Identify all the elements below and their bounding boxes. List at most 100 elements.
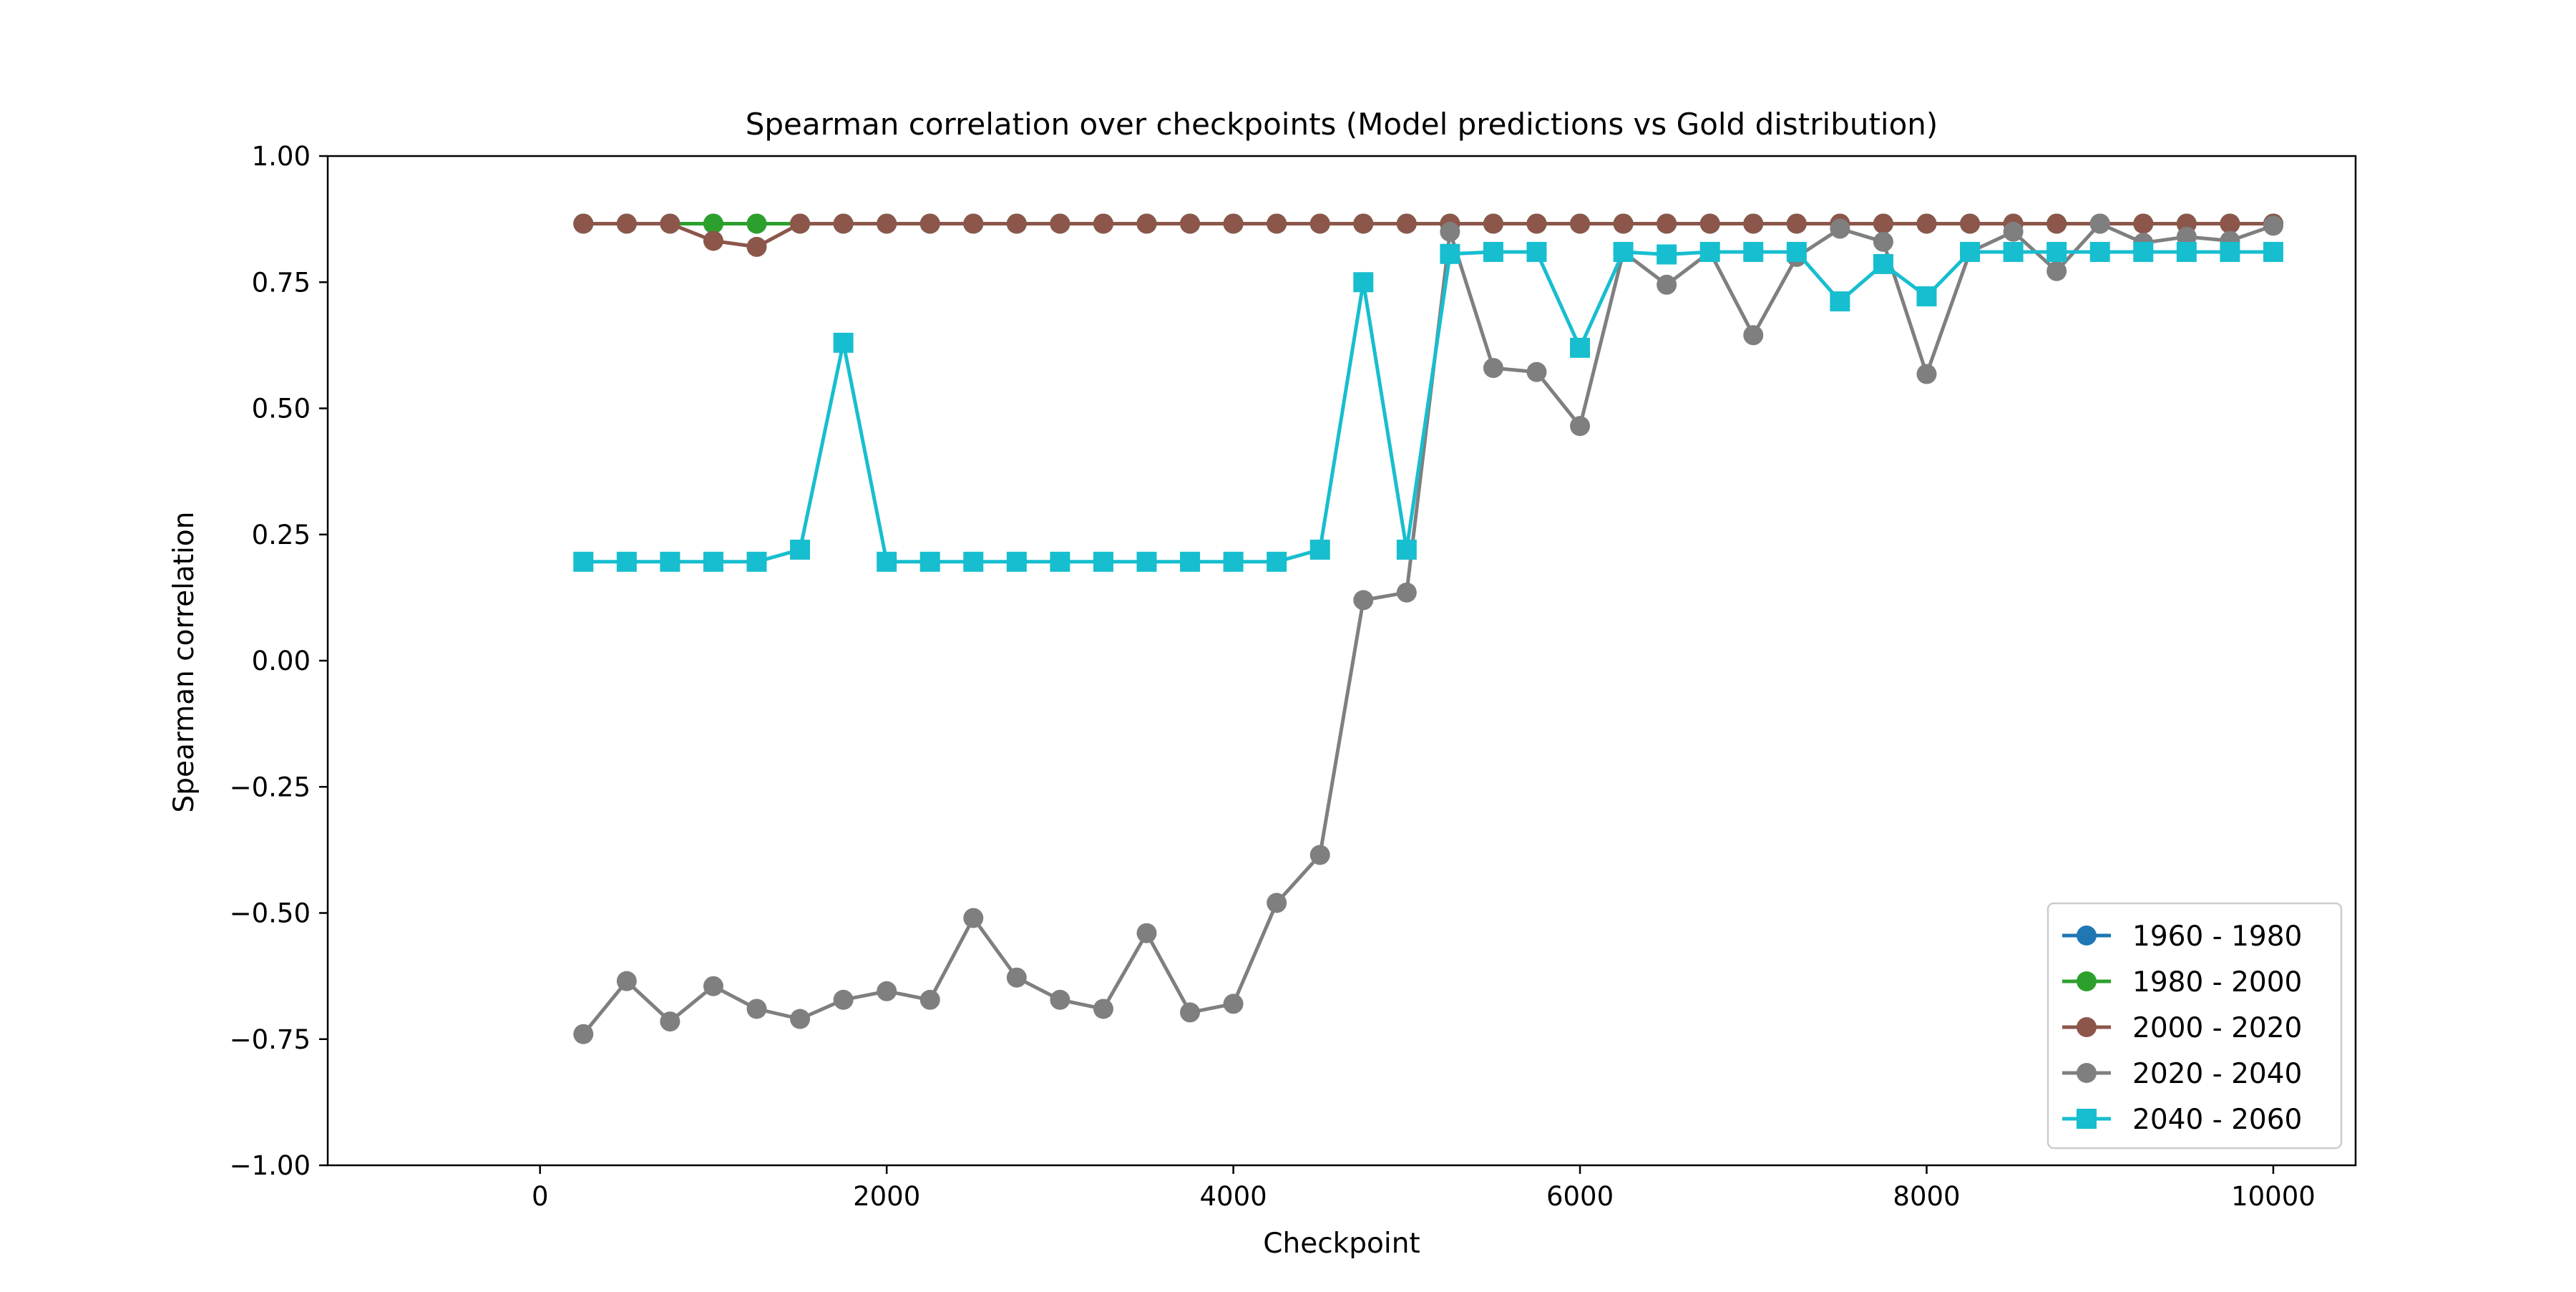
data-point — [1743, 325, 1764, 346]
data-point — [1353, 590, 1374, 611]
data-point — [1483, 358, 1503, 379]
data-point — [1657, 274, 1677, 295]
data-point — [2046, 213, 2067, 234]
series-line-3 — [583, 222, 2273, 249]
data-point — [963, 551, 984, 572]
y-tick-label: −0.75 — [230, 1024, 311, 1055]
data-point — [2133, 241, 2154, 262]
data-point — [746, 551, 767, 572]
data-point — [790, 1009, 811, 1029]
data-point — [616, 551, 637, 572]
data-point — [1526, 213, 1547, 234]
data-point — [1396, 539, 1417, 560]
data-point — [1136, 923, 1157, 943]
legend-frame — [2046, 902, 2343, 1150]
data-point — [1223, 994, 1244, 1014]
x-axis-label: Checkpoint — [1263, 1228, 1420, 1260]
data-point — [919, 989, 940, 1010]
y-axis-label: Spearman correlation — [168, 511, 200, 812]
data-point — [1180, 1002, 1201, 1023]
data-point — [1613, 241, 1634, 262]
x-tick-label: 8000 — [1893, 1181, 1960, 1212]
x-tick-label: 4000 — [1200, 1181, 1267, 1212]
legend-label: 1980 - 2000 — [2132, 966, 2302, 999]
data-point — [1223, 551, 1244, 572]
data-point — [1353, 272, 1374, 293]
data-point — [1267, 213, 1287, 234]
data-point — [703, 213, 723, 234]
data-point — [1657, 213, 1677, 234]
data-point — [2220, 241, 2240, 262]
data-point — [1050, 551, 1070, 572]
data-point — [573, 213, 594, 234]
x-tick-label: 6000 — [1546, 1181, 1614, 1212]
data-point — [573, 551, 594, 572]
data-point — [1570, 416, 1591, 437]
data-point — [1093, 551, 1113, 572]
data-point — [2046, 261, 2067, 281]
legend: 1960 - 1980 1980 - 2000 2000 - 2020 2020 - … — [2046, 902, 2343, 1150]
data-point — [1916, 213, 1937, 234]
data-point — [963, 908, 984, 928]
data-point — [2089, 213, 2110, 234]
data-point — [1916, 286, 1937, 306]
data-point — [877, 551, 897, 572]
data-point — [1136, 213, 1157, 234]
data-point — [1006, 551, 1027, 572]
data-point — [746, 236, 767, 257]
data-point — [2003, 241, 2024, 262]
y-tick-label: 0.25 — [252, 520, 311, 550]
data-point — [1309, 539, 1330, 560]
data-point — [2176, 241, 2197, 262]
data-point — [877, 981, 897, 1001]
data-point — [1699, 241, 1720, 262]
data-point — [1699, 213, 1720, 234]
data-point — [1440, 221, 1460, 242]
data-point — [1830, 291, 1850, 312]
legend-label: 2020 - 2040 — [2132, 1058, 2302, 1090]
y-tick-label: −0.50 — [230, 898, 311, 929]
data-point — [660, 213, 680, 234]
data-point — [1396, 213, 1417, 234]
data-point — [1786, 213, 1807, 234]
data-point — [1786, 241, 1807, 262]
data-point — [1483, 213, 1503, 234]
legend-label: 2000 - 2020 — [2132, 1012, 2302, 1044]
data-point — [1006, 967, 1027, 988]
data-point — [703, 976, 723, 996]
data-point — [919, 551, 940, 572]
data-point — [660, 551, 680, 572]
data-point — [1743, 213, 1764, 234]
data-point — [919, 213, 940, 234]
data-point — [1267, 551, 1287, 572]
data-point — [877, 213, 897, 234]
data-point — [833, 213, 854, 234]
data-point — [1050, 213, 1070, 234]
data-point — [2003, 221, 2024, 242]
y-tick-label: 0.75 — [252, 267, 311, 298]
y-tick-label: 0.50 — [252, 394, 311, 424]
x-tick-label: 0 — [532, 1181, 549, 1212]
y-tick-label: −1.00 — [230, 1150, 311, 1181]
data-point — [1267, 893, 1287, 913]
data-point — [790, 213, 811, 234]
data-point — [1916, 364, 1937, 384]
data-point — [2263, 241, 2283, 262]
data-point — [1136, 551, 1157, 572]
data-point — [1050, 989, 1070, 1010]
data-point — [1006, 213, 1027, 234]
data-point — [1743, 241, 1764, 262]
data-point — [660, 1011, 680, 1032]
data-point — [2089, 241, 2110, 262]
data-point — [1093, 213, 1113, 234]
chart-title: Spearman correlation over checkpoints (M… — [746, 107, 1938, 142]
data-point — [1180, 213, 1201, 234]
data-point — [1830, 218, 1850, 239]
data-point — [1570, 213, 1591, 234]
data-point — [1960, 213, 1981, 234]
legend-label: 2040 - 2060 — [2132, 1104, 2302, 1136]
plot-area: 0 2000 4000 6000 8000 10000 −1.00 −0.75 −0.50 −0.… — [230, 141, 2357, 1212]
data-point — [573, 1024, 594, 1044]
